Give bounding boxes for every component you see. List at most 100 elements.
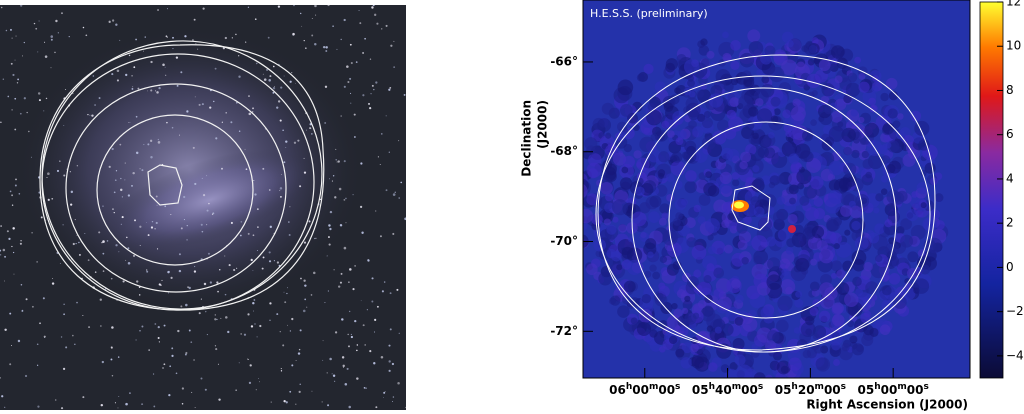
star xyxy=(364,344,366,346)
noise xyxy=(739,52,755,68)
star xyxy=(292,32,295,36)
noise xyxy=(697,281,712,296)
star xyxy=(383,281,386,283)
star xyxy=(398,197,400,199)
star xyxy=(120,177,122,180)
star xyxy=(269,75,272,78)
noise xyxy=(812,299,821,308)
star xyxy=(190,341,193,343)
star xyxy=(359,205,363,208)
star xyxy=(62,224,64,226)
star xyxy=(211,213,214,215)
star xyxy=(345,197,347,200)
noise xyxy=(672,217,681,226)
noise xyxy=(833,178,849,194)
star xyxy=(157,141,161,144)
star xyxy=(116,79,119,82)
star xyxy=(141,169,144,172)
noise xyxy=(647,251,654,259)
star xyxy=(63,125,65,126)
colorbar-tick-label: 0 xyxy=(1006,260,1014,274)
noise xyxy=(617,79,634,96)
star xyxy=(36,261,38,263)
star xyxy=(141,325,144,328)
noise xyxy=(710,84,723,97)
noise xyxy=(598,271,613,286)
noise xyxy=(823,230,837,244)
noise xyxy=(729,362,738,371)
noise xyxy=(587,168,599,179)
star xyxy=(354,265,356,267)
noise xyxy=(696,90,705,98)
star xyxy=(56,169,60,173)
noise xyxy=(863,324,874,336)
star xyxy=(369,106,372,110)
star xyxy=(329,210,333,214)
star xyxy=(335,159,337,161)
star xyxy=(269,225,272,229)
star xyxy=(375,81,378,84)
noise xyxy=(851,343,864,356)
noise xyxy=(763,313,774,324)
star xyxy=(120,223,122,225)
noise xyxy=(636,73,645,82)
star xyxy=(138,294,141,296)
star xyxy=(171,126,174,129)
star xyxy=(11,245,13,248)
noise xyxy=(693,204,702,213)
star xyxy=(279,119,282,122)
star xyxy=(125,402,128,406)
star xyxy=(110,277,113,280)
noise xyxy=(914,120,930,137)
star xyxy=(284,301,287,304)
noise xyxy=(732,179,740,187)
star xyxy=(185,351,188,354)
noise xyxy=(805,315,815,326)
star xyxy=(91,114,94,117)
noise xyxy=(734,316,744,326)
star xyxy=(17,339,21,343)
x-tick-label-part: m xyxy=(732,382,741,392)
noise xyxy=(623,280,636,293)
star xyxy=(354,319,357,323)
noise xyxy=(843,94,852,104)
star xyxy=(297,352,301,355)
star xyxy=(38,99,41,102)
star xyxy=(172,48,174,50)
star xyxy=(272,86,276,90)
star xyxy=(339,224,343,227)
colorbar xyxy=(979,1,1004,379)
star xyxy=(346,65,349,68)
star xyxy=(111,147,114,151)
star xyxy=(400,181,403,184)
star xyxy=(36,343,39,346)
star xyxy=(381,28,383,30)
star xyxy=(214,67,217,70)
noise xyxy=(802,151,814,163)
x-tick-label-part: h xyxy=(791,382,797,392)
star xyxy=(110,358,113,361)
noise xyxy=(623,259,633,269)
star xyxy=(44,41,46,43)
noise xyxy=(671,151,683,163)
star xyxy=(276,261,280,264)
star xyxy=(334,196,337,199)
star xyxy=(150,156,153,159)
star xyxy=(120,188,123,192)
star xyxy=(115,23,118,26)
star xyxy=(12,251,15,254)
x-tick-label-part: 00 xyxy=(632,383,649,397)
star xyxy=(46,176,48,178)
noise xyxy=(661,212,669,220)
noise xyxy=(819,294,835,310)
noise xyxy=(648,211,660,223)
star xyxy=(299,383,301,385)
star xyxy=(117,356,120,358)
noise xyxy=(874,223,886,235)
noise xyxy=(819,248,834,264)
star xyxy=(155,195,158,198)
star xyxy=(365,387,367,389)
star xyxy=(389,86,392,89)
plot-frame xyxy=(582,0,971,379)
